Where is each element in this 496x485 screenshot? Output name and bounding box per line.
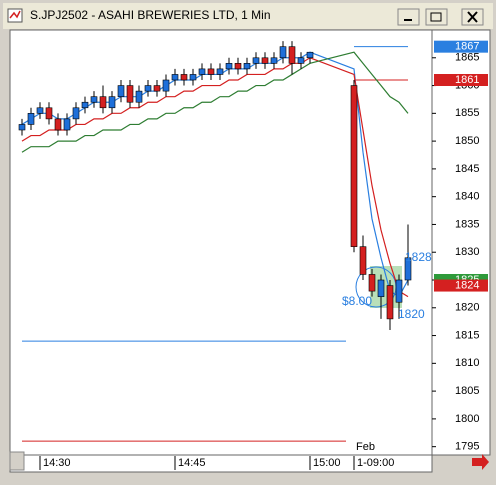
price-tag-label: 1861 (455, 74, 479, 86)
moving-average (21, 51, 409, 153)
restore-button[interactable] (425, 8, 448, 26)
y-tick-label: 1810 (455, 357, 479, 369)
candle-body (243, 63, 251, 70)
price-tag (434, 40, 488, 53)
candle-body (90, 96, 98, 103)
candle-body (72, 107, 80, 120)
candle-body (297, 57, 305, 64)
moving-average (21, 51, 409, 298)
candle-body (261, 57, 269, 64)
candle-body (54, 118, 62, 131)
candle-body (279, 46, 287, 59)
candle-body (135, 90, 143, 103)
x-tick-label: 1-09:00 (357, 457, 394, 469)
annotation: 1820 (398, 307, 425, 321)
candle-body (207, 68, 215, 75)
x-tick-label: 15:00 (313, 457, 341, 469)
candle-body (386, 285, 394, 320)
minimize-button[interactable] (397, 8, 420, 26)
candle-body (252, 57, 260, 64)
date-label: Feb (356, 441, 375, 453)
candle-body (162, 79, 170, 92)
candle-body (189, 74, 197, 81)
candle-body (350, 85, 358, 247)
candle-body (27, 113, 35, 125)
y-tick-label: 1795 (455, 441, 479, 453)
y-tick-label: 1855 (455, 107, 479, 119)
plot-area (9, 29, 433, 456)
y-tick-label: 1835 (455, 218, 479, 230)
window-buttons[interactable] (397, 8, 484, 26)
y-tick-label: 1850 (455, 135, 479, 147)
candle-body (270, 57, 278, 64)
candle-body (108, 96, 116, 109)
y-tick-label: 1805 (455, 385, 479, 397)
candle-body (153, 85, 161, 92)
price-tag-label: 1867 (455, 41, 479, 53)
candle-body (225, 63, 233, 70)
candle-body (99, 96, 107, 109)
annotation: $8.00 (342, 294, 372, 308)
candle-body (36, 107, 44, 114)
candle-body (63, 118, 71, 131)
y-tick-label: 1815 (455, 329, 479, 341)
price-tag (434, 279, 488, 292)
candle-body (171, 74, 179, 81)
window-title: S.JPJ2502 - ASAHI BREWERIES LTD, 1 Min (30, 8, 271, 22)
moving-average (21, 57, 409, 298)
candle-body (18, 124, 26, 131)
candle-body (234, 63, 242, 70)
candle-body (288, 46, 296, 64)
price-tag-label: 1824 (455, 279, 479, 291)
annotation: 1828 (405, 250, 432, 264)
candle-body (359, 246, 367, 275)
candle-body (404, 257, 412, 281)
x-tick-label: 14:45 (178, 457, 206, 469)
candle-body (144, 85, 152, 92)
price-tag (434, 74, 488, 86)
candle-body (216, 68, 224, 75)
y-tick-label: 1840 (455, 191, 479, 203)
y-tick-label: 1845 (455, 163, 479, 175)
window-icon-graph (9, 10, 21, 19)
candle-body (126, 85, 134, 103)
scroll-box[interactable] (9, 451, 25, 471)
candle-body (377, 279, 385, 297)
y-tick-label: 1800 (455, 413, 479, 425)
y-tick-label: 1830 (455, 246, 479, 258)
price-axis (431, 29, 491, 456)
candle-body (395, 279, 403, 303)
candle-body (198, 68, 206, 75)
scroll-right-arrow[interactable] (472, 454, 489, 470)
candle-body (45, 107, 53, 120)
close-glyph (467, 11, 478, 23)
y-tick-label: 1820 (455, 302, 479, 314)
candle-body (368, 274, 376, 292)
candle-body (81, 101, 89, 109)
candle-body (306, 51, 314, 59)
x-tick-label: 14:30 (43, 457, 71, 469)
y-tick-label: 1865 (455, 52, 479, 64)
restore-glyph (430, 12, 442, 22)
candle-body (180, 74, 188, 81)
candle-body (117, 85, 125, 97)
